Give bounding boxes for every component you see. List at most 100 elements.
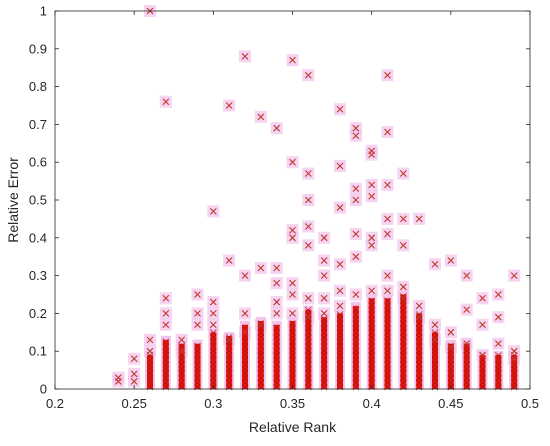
data-point <box>447 328 455 336</box>
cluster-marker <box>162 356 170 364</box>
data-point <box>194 321 201 329</box>
data-point <box>289 310 296 317</box>
cluster-marker <box>146 370 154 377</box>
cluster-marker <box>400 315 407 323</box>
cluster-marker <box>384 311 391 318</box>
data-point <box>336 162 344 170</box>
cluster-marker <box>352 365 360 373</box>
data-point <box>178 347 186 355</box>
cluster-marker <box>273 324 280 332</box>
cluster-marker <box>495 374 502 382</box>
cluster-marker <box>352 306 360 314</box>
cluster-marker <box>384 315 391 323</box>
data-point <box>352 132 360 140</box>
cluster-marker <box>210 379 217 386</box>
cluster-marker <box>400 374 407 382</box>
cluster-marker <box>352 320 360 327</box>
data-point <box>162 98 170 106</box>
cluster-marker <box>384 356 391 364</box>
y-tick-label: 0.2 <box>29 306 47 321</box>
x-tick-label: 0.4 <box>363 396 381 411</box>
data-point <box>178 336 186 344</box>
cluster-marker <box>431 374 439 382</box>
cluster-marker <box>352 338 360 345</box>
cluster-marker <box>289 320 296 327</box>
cluster-marker <box>241 374 249 382</box>
data-point <box>320 272 328 279</box>
data-point <box>336 287 344 295</box>
y-tick-label: 0.7 <box>29 117 47 132</box>
cluster-marker <box>368 297 375 305</box>
cluster-bar <box>432 332 438 389</box>
cluster-marker <box>225 361 233 368</box>
cluster-marker <box>463 370 470 377</box>
data-point <box>146 347 154 355</box>
data-point <box>304 71 312 79</box>
data-point <box>399 215 407 223</box>
data-point <box>463 272 471 279</box>
cluster-marker <box>415 338 423 345</box>
cluster-bar <box>147 354 153 389</box>
cluster-marker <box>431 343 439 350</box>
data-point <box>510 347 518 355</box>
cluster-bar <box>178 343 185 389</box>
cluster-marker <box>257 333 265 341</box>
y-axis-label: Relative Error <box>5 157 21 243</box>
cluster-marker <box>210 338 217 345</box>
cluster-marker <box>194 365 201 373</box>
cluster-marker <box>336 329 344 336</box>
cluster-marker <box>289 324 296 332</box>
cluster-marker <box>384 320 391 327</box>
cluster-marker <box>352 379 360 386</box>
cluster-marker <box>257 374 265 382</box>
cluster-marker <box>305 361 312 368</box>
cluster-marker <box>162 343 170 350</box>
cluster-marker <box>273 361 280 368</box>
cluster-bar <box>210 332 217 389</box>
cluster-marker <box>210 343 217 350</box>
cluster-marker <box>400 347 407 355</box>
cluster-marker <box>400 329 407 336</box>
cluster-marker <box>415 374 423 382</box>
data-point <box>399 294 407 302</box>
cluster-marker <box>431 361 439 368</box>
data-point <box>368 151 376 159</box>
data-point <box>225 336 233 344</box>
cluster-marker <box>273 338 280 345</box>
x-tick-label: 0.35 <box>280 396 305 411</box>
cluster-marker <box>257 347 265 355</box>
cluster-marker <box>495 352 502 359</box>
cluster-marker <box>210 347 217 355</box>
cluster-bar <box>384 298 391 389</box>
cluster-marker <box>400 293 407 300</box>
data-point <box>209 207 217 215</box>
cluster-marker <box>415 352 423 359</box>
data-point <box>336 204 344 211</box>
cluster-marker <box>479 379 486 386</box>
data-point <box>273 264 281 272</box>
data-point <box>273 124 281 132</box>
cluster-bar <box>495 354 502 389</box>
cluster-marker <box>305 329 312 336</box>
data-point <box>352 230 360 238</box>
cluster-marker <box>210 329 217 336</box>
cluster-marker <box>400 365 407 373</box>
cluster-marker <box>241 338 249 345</box>
cluster-marker <box>305 347 312 355</box>
cluster-marker <box>289 329 296 336</box>
cluster-marker <box>194 379 201 386</box>
cluster-marker <box>241 347 249 355</box>
data-point <box>320 310 328 317</box>
cluster-marker <box>384 338 391 345</box>
cluster-marker <box>431 379 439 386</box>
data-point <box>463 306 471 314</box>
cluster-marker <box>415 324 423 332</box>
cluster-marker <box>320 361 328 368</box>
cluster-marker <box>352 324 360 332</box>
cluster-marker <box>320 379 328 386</box>
data-point <box>463 340 471 348</box>
cluster-marker <box>368 352 375 359</box>
cluster-marker <box>257 338 265 345</box>
cluster-marker <box>352 343 360 350</box>
cluster-marker <box>415 329 423 336</box>
